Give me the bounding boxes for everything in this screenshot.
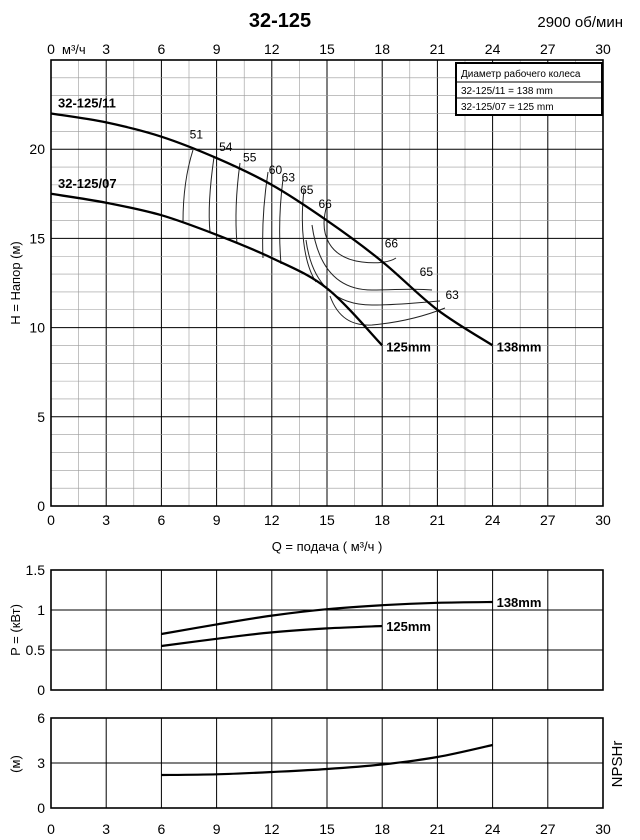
- top-x-tick-label: 30: [595, 41, 611, 57]
- npsh-x-tick-label: 27: [540, 821, 556, 837]
- efficiency-contour: [235, 162, 241, 245]
- npsh-x-tick-label: 9: [213, 821, 221, 837]
- efficiency-label: 66: [318, 197, 332, 211]
- efficiency-contour: [323, 204, 397, 264]
- y-tick-label: 10: [29, 320, 45, 336]
- npsh-x-tick-label: 24: [485, 821, 501, 837]
- x-tick-label: 24: [485, 512, 501, 528]
- speed-label: 2900 об/мин: [537, 14, 623, 31]
- npsh-x-tick-label: 30: [595, 821, 611, 837]
- efficiency-contour: [311, 224, 433, 291]
- efficiency-label: 65: [300, 183, 314, 197]
- npsh-y-axis-label: (м): [8, 755, 23, 773]
- npsh-right-label: NPSHr: [609, 741, 626, 788]
- plot-frame: [50, 717, 604, 809]
- curve-name-label: 32-125/11: [58, 96, 116, 111]
- x-tick-label: 30: [595, 512, 611, 528]
- power-y-tick-label: 0: [37, 682, 45, 698]
- top-x-tick-label: 3: [102, 41, 110, 57]
- legend-row: 32-125/11 = 138 mm: [461, 86, 553, 97]
- curve-name-label: 32-125/07: [58, 176, 117, 191]
- top-x-tick-label: 27: [540, 41, 556, 57]
- npsh-x-tick-label: 18: [374, 821, 390, 837]
- efficiency-contour: [329, 295, 446, 326]
- top-x-tick-label: 18: [374, 41, 390, 57]
- power-y-axis-label: P = (кВт): [8, 604, 23, 656]
- npsh-x-tick-label: 6: [158, 821, 166, 837]
- curve-end-label: 138mm: [497, 339, 542, 354]
- x-tick-label: 15: [319, 512, 335, 528]
- head-curve: [50, 192, 384, 347]
- top-x-tick-label: 15: [319, 41, 335, 57]
- efficiency-label: 55: [243, 151, 257, 165]
- y-tick-label: 5: [37, 409, 45, 425]
- plot-frame: [50, 59, 604, 507]
- power-y-tick-label: 0.5: [26, 642, 46, 658]
- efficiency-label: 54: [219, 140, 233, 154]
- npsh-x-tick-label: 15: [319, 821, 335, 837]
- x-tick-label: 18: [374, 512, 390, 528]
- x-tick-label: 27: [540, 512, 556, 528]
- y-tick-label: 20: [29, 141, 45, 157]
- top-x-tick-label: 24: [485, 41, 501, 57]
- diameter-legend: Диаметр рабочего колеса 32-125/11 = 138 m…: [455, 62, 603, 116]
- npsh-x-tick-label: 3: [102, 821, 110, 837]
- legend-frame: [455, 62, 603, 116]
- x-tick-label: 3: [102, 512, 110, 528]
- top-x-tick-label: 0: [47, 41, 55, 57]
- efficiency-contour: [305, 239, 441, 306]
- efficiency-contour: [279, 178, 284, 265]
- y-axis-label: H = Напор (м): [8, 241, 23, 325]
- chart-title: 32-125: [249, 10, 311, 32]
- efficiency-label: 60: [269, 163, 283, 177]
- x-tick-label: 21: [430, 512, 446, 528]
- top-unit-label: м³/ч: [62, 42, 86, 57]
- power-y-tick-label: 1.5: [26, 562, 46, 578]
- efficiency-label: 63: [445, 288, 459, 302]
- efficiency-label: 51: [190, 127, 204, 141]
- power-y-tick-label: 1: [37, 602, 45, 618]
- legend-title: Диаметр рабочего колеса: [461, 68, 581, 80]
- npsh-y-tick-label: 3: [37, 755, 45, 771]
- plot-frame: [50, 569, 604, 691]
- head-curve: [50, 112, 494, 347]
- top-x-tick-label: 12: [264, 41, 280, 57]
- power-curve-label: 125mm: [386, 619, 431, 634]
- npsh-x-tick-label: 12: [264, 821, 280, 837]
- efficiency-label: 63: [282, 170, 296, 184]
- npsh-y-tick-label: 6: [37, 710, 45, 726]
- curve-end-label: 125mm: [386, 339, 431, 354]
- power-curve: [161, 624, 383, 648]
- x-tick-label: 12: [264, 512, 280, 528]
- npsh-x-tick-label: 21: [430, 821, 446, 837]
- y-tick-label: 0: [37, 498, 45, 514]
- x-tick-label: 6: [158, 512, 166, 528]
- npsh-y-tick-label: 0: [37, 800, 45, 816]
- efficiency-contour: [182, 149, 194, 223]
- top-x-tick-label: 9: [213, 41, 221, 57]
- power-curve-label: 138mm: [497, 595, 542, 610]
- power-curve: [161, 600, 493, 636]
- top-x-tick-label: 6: [158, 41, 166, 57]
- npsh-curve: [161, 743, 493, 777]
- x-axis-label: Q = подача ( м³/ч ): [272, 539, 383, 554]
- x-tick-label: 0: [47, 512, 55, 528]
- efficiency-contour: [301, 189, 317, 283]
- y-tick-label: 15: [29, 230, 45, 246]
- legend-row: 32-125/07 = 125 mm: [461, 102, 554, 113]
- x-tick-label: 9: [213, 512, 221, 528]
- efficiency-contour: [208, 156, 215, 233]
- npsh-x-tick-label: 0: [47, 821, 55, 837]
- efficiency-label: 66: [385, 236, 399, 250]
- efficiency-label: 65: [420, 265, 434, 279]
- top-x-tick-label: 21: [430, 41, 446, 57]
